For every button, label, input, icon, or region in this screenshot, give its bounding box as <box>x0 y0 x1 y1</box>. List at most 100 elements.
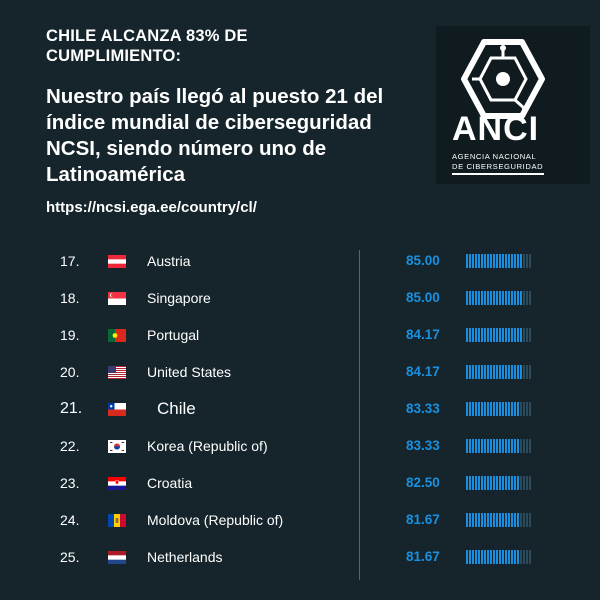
score-bar-segment <box>481 550 483 564</box>
score-bar-segment <box>526 513 528 527</box>
score-bar-segment <box>520 254 522 268</box>
score-bar-segment <box>520 291 522 305</box>
score-bar-segment <box>475 254 477 268</box>
score-bar-segment <box>514 402 516 416</box>
score-bar-segment <box>487 291 489 305</box>
score-bar-segment <box>514 365 516 379</box>
country-name: Moldova (Republic of) <box>147 512 284 528</box>
score-bar-segment <box>523 254 525 268</box>
score-bar-segment <box>502 365 504 379</box>
score-bar-segment <box>508 439 510 453</box>
score-bar-segment <box>493 254 495 268</box>
source-url[interactable]: https://ncsi.ega.ee/country/cl/ <box>46 199 257 216</box>
score-bar-segment <box>529 328 531 342</box>
score-bar-segment <box>514 550 516 564</box>
score-bar-segment <box>490 328 492 342</box>
score-bar-segment <box>466 439 468 453</box>
score-bar-segment <box>502 291 504 305</box>
score-bar-segment <box>502 513 504 527</box>
score-bar-segment <box>520 328 522 342</box>
score-bar-segment <box>469 513 471 527</box>
score-bar-segment <box>475 550 477 564</box>
country-name: United States <box>147 364 232 380</box>
score-bar-segment <box>475 476 477 490</box>
country-name: Austria <box>147 253 191 269</box>
score-bar-segment <box>484 291 486 305</box>
south-korea-flag <box>108 440 126 453</box>
score-bar <box>466 550 532 564</box>
score-bar-segment <box>472 439 474 453</box>
score-bar-segment <box>478 291 480 305</box>
score-bar-segment <box>466 402 468 416</box>
score-bar-segment <box>496 513 498 527</box>
ranking-row-highlighted: 21. Chile 83.33 <box>0 391 600 428</box>
score-bar-segment <box>487 476 489 490</box>
score-bar-segment <box>466 291 468 305</box>
headline: CHILE ALCANZA 83% DE CUMPLIMIENTO: <box>46 27 248 65</box>
score-bar-segment <box>466 550 468 564</box>
country-name: Korea (Republic of) <box>147 438 268 454</box>
score-bar-segment <box>466 476 468 490</box>
score-bar-segment <box>505 476 507 490</box>
score-value: 84.17 <box>406 364 440 379</box>
score-bar-segment <box>484 476 486 490</box>
rank-number: 25. <box>60 549 80 565</box>
country-name: Chile <box>157 399 196 418</box>
country-name: Netherlands <box>147 549 223 565</box>
score-bar-segment <box>511 439 513 453</box>
score-bar-segment <box>520 550 522 564</box>
score-bar-segment <box>493 513 495 527</box>
score-bar-segment <box>526 550 528 564</box>
score-bar-segment <box>505 254 507 268</box>
score-bar-segment <box>529 365 531 379</box>
score-value: 85.00 <box>406 290 440 305</box>
ranking-row: 22. Korea (Republic of) 83.33 <box>0 428 600 465</box>
score-bar-segment <box>469 402 471 416</box>
chile-flag <box>108 403 126 416</box>
score-bar-segment <box>475 328 477 342</box>
score-bar-segment <box>514 513 516 527</box>
score-bar-segment <box>472 402 474 416</box>
score-bar-segment <box>472 476 474 490</box>
ranking-row: 23. Croatia 82.50 <box>0 465 600 502</box>
score-bar-segment <box>526 291 528 305</box>
score-bar-segment <box>484 402 486 416</box>
score-bar-segment <box>481 328 483 342</box>
score-bar-segment <box>478 365 480 379</box>
score-bar-segment <box>481 254 483 268</box>
score-bar-segment <box>502 328 504 342</box>
score-bar-segment <box>499 550 501 564</box>
score-bar-segment <box>508 291 510 305</box>
score-bar-segment <box>505 291 507 305</box>
rank-number: 17. <box>60 253 80 269</box>
score-bar-segment <box>469 291 471 305</box>
logo-underline <box>452 173 544 175</box>
score-bar-segment <box>526 328 528 342</box>
score-bar-segment <box>484 439 486 453</box>
portugal-flag <box>108 329 126 342</box>
score-bar-segment <box>517 402 519 416</box>
rank-number: 18. <box>60 290 80 306</box>
score-bar-segment <box>466 513 468 527</box>
score-bar-segment <box>478 476 480 490</box>
score-bar-segment <box>481 439 483 453</box>
score-bar-segment <box>490 402 492 416</box>
score-bar-segment <box>511 328 513 342</box>
score-value: 81.67 <box>406 512 440 527</box>
score-bar-segment <box>514 254 516 268</box>
score-bar-segment <box>472 513 474 527</box>
score-bar-segment <box>505 439 507 453</box>
score-bar-segment <box>502 476 504 490</box>
score-bar-segment <box>517 550 519 564</box>
score-bar-segment <box>517 476 519 490</box>
score-bar-segment <box>520 365 522 379</box>
rank-number: 21. <box>60 400 83 417</box>
score-bar <box>466 439 532 453</box>
score-bar-segment <box>514 328 516 342</box>
score-bar-segment <box>523 365 525 379</box>
score-bar-segment <box>508 550 510 564</box>
score-bar-segment <box>481 513 483 527</box>
score-bar-segment <box>520 513 522 527</box>
score-bar-segment <box>505 402 507 416</box>
ranking-row: 25. Netherlands 81.67 <box>0 539 600 576</box>
